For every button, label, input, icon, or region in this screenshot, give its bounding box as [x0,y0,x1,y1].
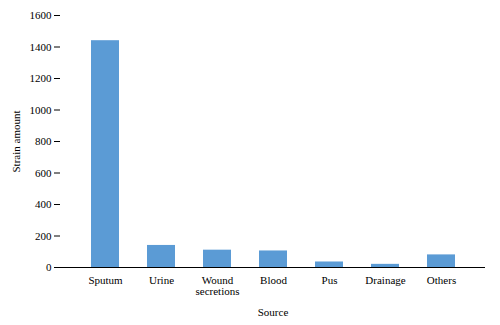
svg-text:Drainage: Drainage [365,274,405,286]
svg-text:1000: 1000 [30,104,53,116]
svg-text:Urine: Urine [149,274,174,286]
svg-text:800: 800 [35,135,52,147]
svg-text:Woundsecretions: Woundsecretions [196,274,240,297]
svg-text:1600: 1600 [30,9,53,21]
svg-text:0: 0 [46,261,52,273]
svg-text:1200: 1200 [30,72,53,84]
svg-text:Sputum: Sputum [88,274,123,286]
svg-text:Strain amount: Strain amount [10,110,22,172]
svg-text:Blood: Blood [260,274,287,286]
svg-text:1400: 1400 [30,41,53,53]
svg-text:Source: Source [258,306,289,318]
svg-text:Pus: Pus [322,274,338,286]
svg-text:200: 200 [35,230,52,242]
svg-text:400: 400 [35,198,52,210]
svg-text:600: 600 [35,167,52,179]
svg-text:Others: Others [427,274,456,286]
